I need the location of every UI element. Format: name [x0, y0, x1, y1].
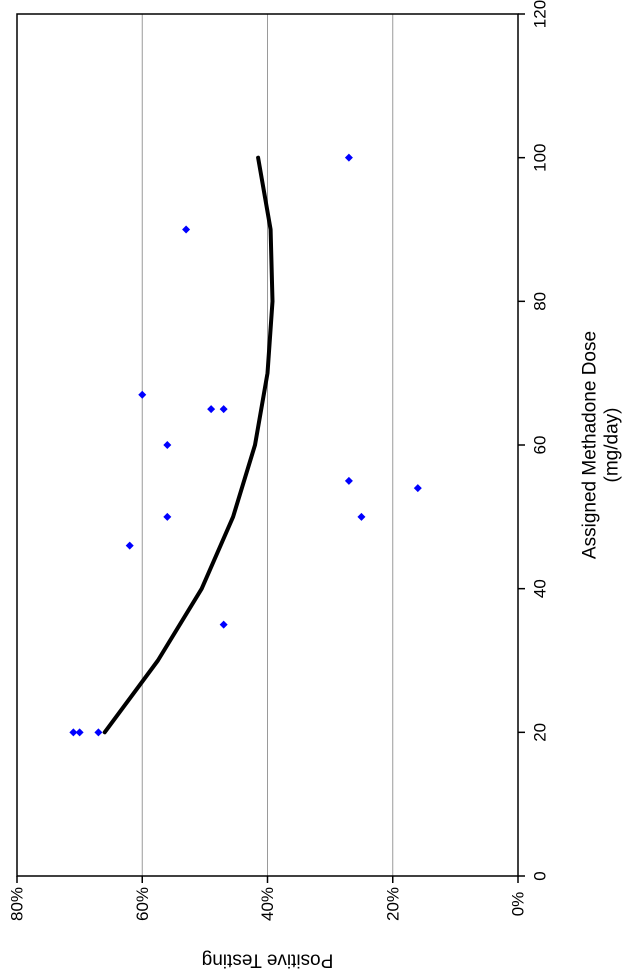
x-tick-label: 60 — [531, 436, 550, 455]
data-point — [413, 484, 422, 493]
data-point — [344, 476, 353, 485]
data-point — [163, 441, 172, 449]
x-axis-unit: (mg/day) — [602, 408, 623, 483]
data-point — [94, 728, 103, 737]
y-axis-title: Positive Testing — [202, 950, 334, 971]
x-tick-label: 80 — [531, 292, 550, 311]
data-points — [69, 153, 422, 737]
y-tick-label: 20% — [383, 887, 402, 921]
data-point — [219, 405, 228, 414]
x-tick-label: 100 — [531, 143, 550, 171]
data-point — [219, 620, 228, 629]
y-tick-label: 0% — [509, 892, 528, 917]
x-axis-title: Assigned Methadone Dose — [580, 331, 601, 559]
data-point — [125, 541, 134, 550]
data-point — [138, 390, 147, 399]
y-tick-label: 40% — [258, 887, 277, 921]
data-point — [357, 512, 366, 521]
gridlines — [141, 14, 394, 876]
data-point — [344, 153, 353, 162]
data-point — [182, 225, 191, 234]
data-point — [69, 728, 78, 737]
data-point — [75, 728, 84, 737]
x-tick-label: 40 — [531, 579, 550, 598]
data-point — [207, 405, 216, 414]
trend-curve — [102, 155, 275, 735]
y-tick-label: 80% — [8, 887, 27, 921]
axis-ticks: 0 20 40 60 80 100 120 0% 20% 40% 60% 80% — [8, 0, 550, 921]
x-tick-label: 120 — [531, 0, 550, 28]
x-tick-label: 20 — [531, 723, 550, 742]
y-tick-label: 60% — [133, 887, 152, 921]
data-point — [163, 512, 172, 521]
trend-curve-group — [102, 155, 275, 735]
x-tick-label: 0 — [531, 871, 550, 880]
